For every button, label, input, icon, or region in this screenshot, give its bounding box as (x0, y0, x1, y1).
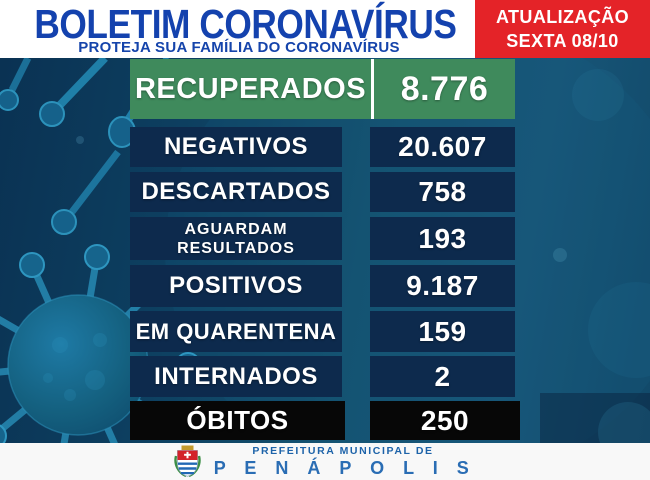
stat-value-positivos: 9.187 (370, 265, 515, 307)
stat-label-recuperados: RECUPERADOS (130, 59, 374, 119)
footer-org-line2: P E N Á P O L I S (213, 457, 476, 478)
stat-value-obitos: 250 (370, 401, 520, 440)
update-badge-line1: ATUALIZAÇÃO (495, 7, 630, 27)
city-coat-of-arms-logo (174, 445, 201, 478)
footer-org-line1: PREFEITURA MUNICIPAL DE (252, 444, 434, 457)
stat-value-internados: 2 (370, 356, 515, 397)
stat-value-descartados: 758 (370, 172, 515, 212)
stat-label-em-quarentena: EM QUARENTENA (130, 311, 342, 352)
stat-row-negativos: NEGATIVOS 20.607 (130, 127, 515, 167)
stat-row-aguardam-resultados: AGUARDAM RESULTADOS 193 (130, 217, 515, 260)
header-band: BOLETIM CORONAVÍRUS PROTEJA SUA FAMÍLIA … (0, 0, 650, 58)
stat-label-internados: INTERNADOS (130, 356, 342, 397)
stat-value-negativos: 20.607 (370, 127, 515, 167)
page-subtitle: PROTEJA SUA FAMÍLIA DO CORONAVÍRUS (78, 39, 400, 56)
stat-value-recuperados: 8.776 (400, 69, 489, 108)
stat-label-negativos: NEGATIVOS (130, 127, 342, 167)
stat-row-positivos: POSITIVOS 9.187 (130, 265, 515, 307)
stat-value-aguardam-resultados: 193 (370, 217, 515, 260)
stat-row-descartados: DESCARTADOS 758 (130, 172, 515, 212)
stat-row-obitos: ÓBITOS 250 (130, 401, 520, 440)
update-badge-line2: SEXTA 08/10 (506, 31, 619, 51)
stat-row-em-quarentena: EM QUARENTENA 159 (130, 311, 515, 352)
stat-label-obitos: ÓBITOS (130, 401, 345, 440)
stat-label-aguardam-resultados: AGUARDAM RESULTADOS (130, 217, 342, 260)
stat-row-internados: INTERNADOS 2 (130, 356, 515, 397)
update-badge: ATUALIZAÇÃO SEXTA 08/10 (475, 0, 650, 58)
page-title: BOLETIM CORONAVÍRUS (34, 1, 457, 47)
stat-value-em-quarentena: 159 (370, 311, 515, 352)
stat-label-positivos: POSITIVOS (130, 265, 342, 307)
footer-band: PREFEITURA MUNICIPAL DE P E N Á P O L I … (0, 443, 650, 480)
footer-organization: PREFEITURA MUNICIPAL DE P E N Á P O L I … (210, 445, 476, 479)
stat-label-descartados: DESCARTADOS (130, 172, 342, 212)
stat-row-recuperados: RECUPERADOS 8.776 (130, 59, 515, 119)
